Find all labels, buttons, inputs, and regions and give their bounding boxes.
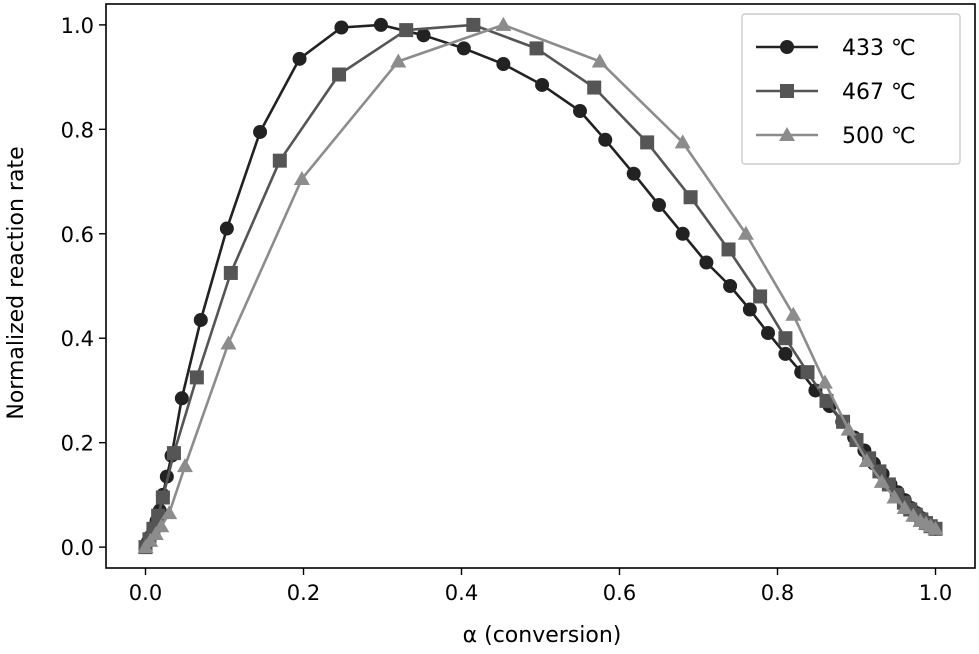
data-point xyxy=(626,166,641,181)
data-point xyxy=(193,312,208,327)
data-point xyxy=(778,331,793,346)
data-point xyxy=(416,28,431,43)
data-point xyxy=(293,170,310,185)
data-point xyxy=(332,67,347,82)
data-point xyxy=(598,132,613,147)
data-point xyxy=(587,80,602,95)
data-point xyxy=(591,53,608,68)
x-tick-label: 0.2 xyxy=(287,581,320,605)
legend-marker xyxy=(780,40,794,54)
y-tick-label: 0.8 xyxy=(61,118,94,142)
data-point xyxy=(896,499,913,514)
data-point xyxy=(886,489,903,504)
data-point xyxy=(778,346,793,361)
data-point xyxy=(652,198,666,213)
data-point xyxy=(253,124,268,139)
x-tick-label: 0.8 xyxy=(761,581,794,605)
legend-item: 500 ℃ xyxy=(756,124,916,149)
x-axis: 0.0 0.2 0.4 0.6 0.8 1.0 xyxy=(129,568,952,605)
data-point xyxy=(737,225,754,240)
x-tick-label: 0.0 xyxy=(129,581,162,605)
x-tick-label: 0.6 xyxy=(603,581,636,605)
legend-label: 433 ℃ xyxy=(842,36,916,61)
plot-area xyxy=(105,3,976,569)
data-point xyxy=(683,190,698,205)
x-tick-label: 0.4 xyxy=(445,581,478,605)
x-axis-label: α (conversion) xyxy=(463,623,622,648)
data-point xyxy=(640,135,655,150)
y-tick-label: 1.0 xyxy=(61,14,94,38)
data-point xyxy=(816,374,833,389)
legend-item: 467 ℃ xyxy=(756,80,916,105)
data-point xyxy=(272,153,287,168)
data-point xyxy=(858,452,875,467)
data-point xyxy=(177,458,193,473)
y-tick-label: 0.2 xyxy=(61,432,94,456)
data-point xyxy=(292,51,307,66)
data-point xyxy=(573,104,587,119)
data-point xyxy=(495,16,512,31)
data-point xyxy=(456,41,471,56)
y-tick-label: 0.0 xyxy=(61,536,94,560)
y-axis-label: Normalized reaction rate xyxy=(4,146,29,419)
data-point xyxy=(466,17,481,32)
data-point xyxy=(840,421,857,436)
data-point xyxy=(529,41,544,56)
data-point xyxy=(220,335,237,350)
legend-item: 433 ℃ xyxy=(756,36,916,61)
data-point xyxy=(399,23,414,38)
data-point xyxy=(723,279,738,293)
data-point xyxy=(699,255,714,270)
data-point xyxy=(390,53,407,68)
data-point xyxy=(742,302,757,317)
legend-marker xyxy=(779,127,795,141)
data-point xyxy=(535,77,550,92)
data-point xyxy=(800,365,815,380)
data-point xyxy=(151,508,166,523)
data-point xyxy=(153,518,170,533)
legend-label: 500 ℃ xyxy=(842,124,916,149)
data-point xyxy=(189,370,204,385)
data-point xyxy=(334,20,349,35)
data-point xyxy=(753,289,768,304)
data-point xyxy=(174,391,189,406)
legend: 433 ℃ 467 ℃ 500 ℃ xyxy=(741,13,961,165)
data-point xyxy=(496,57,511,72)
legend-label: 467 ℃ xyxy=(842,80,916,105)
data-point xyxy=(761,326,776,340)
plot-frame xyxy=(105,3,976,569)
data-point xyxy=(166,446,181,461)
data-point xyxy=(674,134,691,149)
legend-box xyxy=(741,13,961,165)
x-tick-label: 1.0 xyxy=(919,581,952,605)
y-tick-label: 0.4 xyxy=(61,327,94,351)
series-3 xyxy=(137,16,944,554)
data-point xyxy=(819,393,834,408)
data-point xyxy=(147,526,164,541)
y-axis: 0.0 0.2 0.4 0.6 0.8 1.0 xyxy=(61,14,106,560)
data-point xyxy=(219,221,234,236)
data-point xyxy=(927,520,944,535)
data-point xyxy=(721,242,736,257)
data-point xyxy=(155,490,170,505)
legend-marker xyxy=(780,84,794,98)
data-point xyxy=(905,507,922,522)
data-point xyxy=(161,505,178,520)
data-point xyxy=(785,306,802,321)
data-point xyxy=(873,473,890,488)
data-point xyxy=(373,17,388,32)
data-point xyxy=(675,226,690,241)
data-point xyxy=(223,265,238,280)
y-tick-label: 0.6 xyxy=(61,223,94,247)
